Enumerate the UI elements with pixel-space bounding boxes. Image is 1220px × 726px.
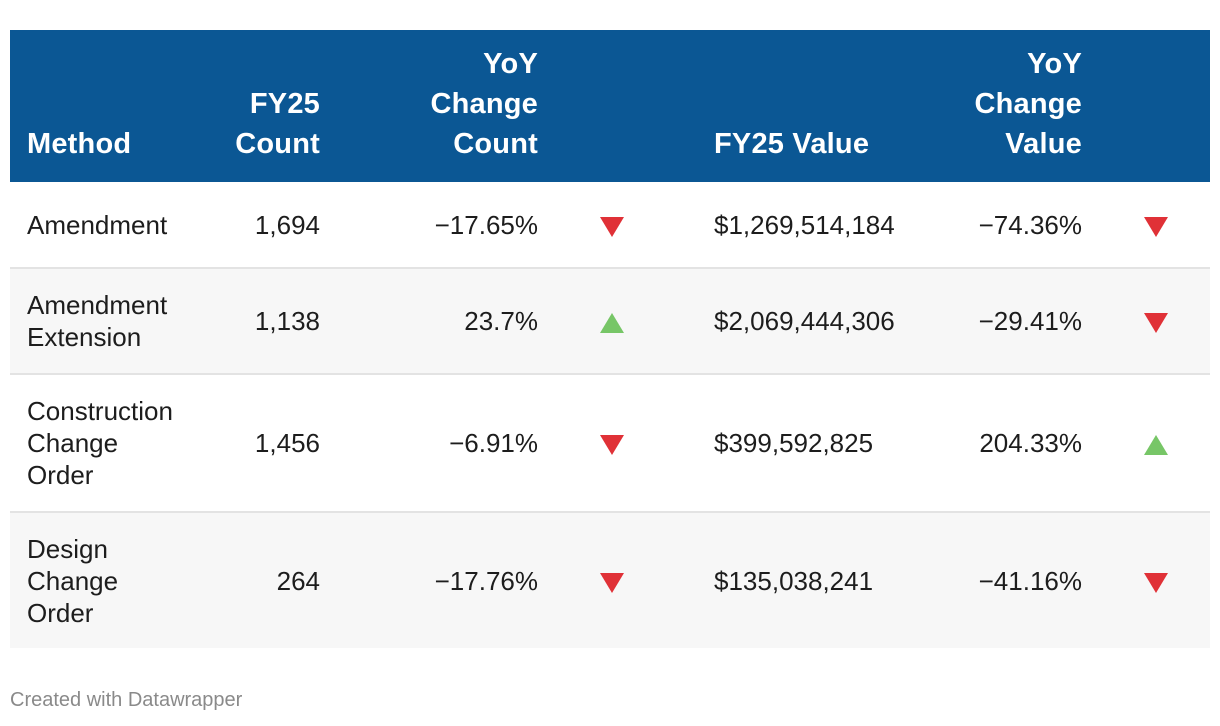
cell-yoy-change-count: 23.7%	[464, 306, 538, 336]
data-table: Method FY25 Count YoY Change Count FY25 Val…	[10, 30, 1210, 648]
cell-yoy-change-value: −74.36%	[978, 209, 1082, 240]
table-row: Amendment 1,694 −17.65% $1,269,514,184 −74.3…	[10, 182, 1210, 268]
cell-yoy-change-count: −6.91%	[449, 428, 538, 458]
table-header-row: Method FY25 Count YoY Change Count FY25 Val…	[10, 30, 1210, 182]
triangle-down-icon	[600, 216, 624, 237]
cell-fy25-count: 1,456	[254, 428, 320, 458]
header-count-trend	[538, 30, 714, 182]
cell-method: Amendment	[27, 209, 168, 240]
cell-value-trend	[1082, 512, 1210, 648]
cell-method: Construction Change Order	[27, 396, 173, 490]
cell-fy25-count: 1,138	[254, 306, 320, 336]
triangle-up-icon	[600, 313, 624, 334]
header-value-trend	[1082, 30, 1210, 182]
data-table-container: Method FY25 Count YoY Change Count FY25 Val…	[10, 30, 1210, 648]
cell-yoy-change-value: 204.33%	[979, 428, 1082, 458]
triangle-down-icon	[600, 572, 624, 593]
triangle-down-icon	[600, 435, 624, 456]
table-body: Amendment 1,694 −17.65% $1,269,514,184 −74.3…	[10, 182, 1210, 648]
cell-count-trend	[538, 268, 714, 374]
cell-fy25-value: $1,269,514,184	[714, 209, 895, 240]
triangle-down-icon	[1144, 572, 1168, 593]
cell-count-trend	[538, 512, 714, 648]
cell-value-trend	[1082, 374, 1210, 512]
triangle-up-icon	[1144, 435, 1168, 456]
cell-fy25-value: $2,069,444,306	[714, 306, 895, 336]
cell-yoy-change-count: −17.76%	[434, 565, 538, 596]
cell-method: Design Change Order	[27, 533, 119, 628]
header-method[interactable]: Method	[27, 128, 132, 160]
table-row: Amendment Extension 1,138 23.7% $2,069,444,3…	[10, 268, 1210, 374]
cell-fy25-value: $399,592,825	[714, 428, 874, 458]
footer-credit: Created with Datawrapper	[10, 689, 243, 711]
table-row: Design Change Order 264 −17.76% $135,038,241 −…	[10, 512, 1210, 648]
cell-method: Amendment Extension	[27, 290, 168, 352]
cell-count-trend	[538, 182, 714, 268]
cell-fy25-count: 1,694	[254, 209, 320, 240]
header-fy25-value[interactable]: FY25 Value	[714, 128, 870, 160]
cell-value-trend	[1082, 182, 1210, 268]
cell-yoy-change-count: −17.65%	[434, 209, 538, 240]
cell-count-trend	[538, 374, 714, 512]
header-fy25-count[interactable]: FY25 Count	[235, 88, 320, 160]
header-yoy-change-count[interactable]: YoY Change Count	[430, 48, 538, 160]
cell-yoy-change-value: −41.16%	[978, 565, 1082, 596]
table-row: Construction Change Order 1,456 −6.91% $399,5…	[10, 374, 1210, 512]
cell-yoy-change-value: −29.41%	[978, 306, 1082, 336]
cell-value-trend	[1082, 268, 1210, 374]
cell-fy25-count: 264	[276, 565, 320, 596]
cell-fy25-value: $135,038,241	[714, 565, 874, 596]
triangle-down-icon	[1144, 216, 1168, 237]
header-yoy-change-value[interactable]: YoY Change Value	[974, 48, 1082, 160]
triangle-down-icon	[1144, 313, 1168, 334]
